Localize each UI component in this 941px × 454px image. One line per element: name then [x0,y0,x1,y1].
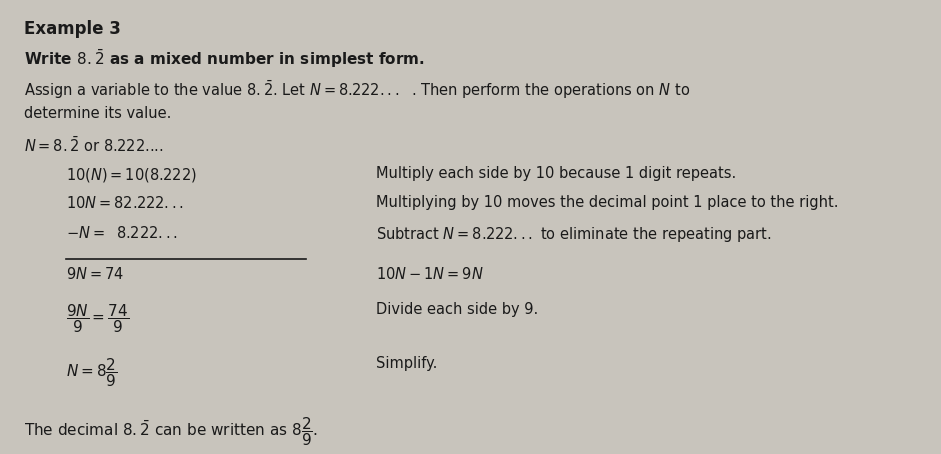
Text: Assign a variable to the value $8.\bar{2}$. Let $N = 8.222...$  . Then perform t: Assign a variable to the value $8.\bar{2… [24,79,690,101]
Text: The decimal $8.\bar{2}$ can be written as $8\dfrac{2}{9}$.: The decimal $8.\bar{2}$ can be written a… [24,415,317,448]
Text: $10N = 82.222...$: $10N = 82.222...$ [66,195,183,211]
Text: Multiply each side by 10 because 1 digit repeats.: Multiply each side by 10 because 1 digit… [376,166,737,181]
Text: $\dfrac{9N}{9} = \dfrac{74}{9}$: $\dfrac{9N}{9} = \dfrac{74}{9}$ [66,302,129,335]
Text: Simplify.: Simplify. [376,356,438,371]
Text: Write $8.\bar{2}$ as a mixed number in simplest form.: Write $8.\bar{2}$ as a mixed number in s… [24,48,424,70]
Text: Example 3: Example 3 [24,20,120,39]
Text: $N = 8\dfrac{2}{9}$: $N = 8\dfrac{2}{9}$ [66,356,118,389]
Text: Divide each side by 9.: Divide each side by 9. [376,302,538,317]
Text: $-N =\ \ 8.222...$: $-N =\ \ 8.222...$ [66,225,178,241]
Text: Subtract $N = 8.222...$ to eliminate the repeating part.: Subtract $N = 8.222...$ to eliminate the… [376,225,772,244]
Text: determine its value.: determine its value. [24,106,171,121]
Text: $9N = 74$: $9N = 74$ [66,266,124,281]
Text: $N = 8.\bar{2}$ or 8.222....: $N = 8.\bar{2}$ or 8.222.... [24,136,163,155]
Text: $10N - 1N = 9N$: $10N - 1N = 9N$ [376,266,484,281]
Text: Multiplying by 10 moves the decimal point 1 place to the right.: Multiplying by 10 moves the decimal poin… [376,195,838,210]
Text: $10(N) = 10(8.222)$: $10(N) = 10(8.222)$ [66,166,197,184]
